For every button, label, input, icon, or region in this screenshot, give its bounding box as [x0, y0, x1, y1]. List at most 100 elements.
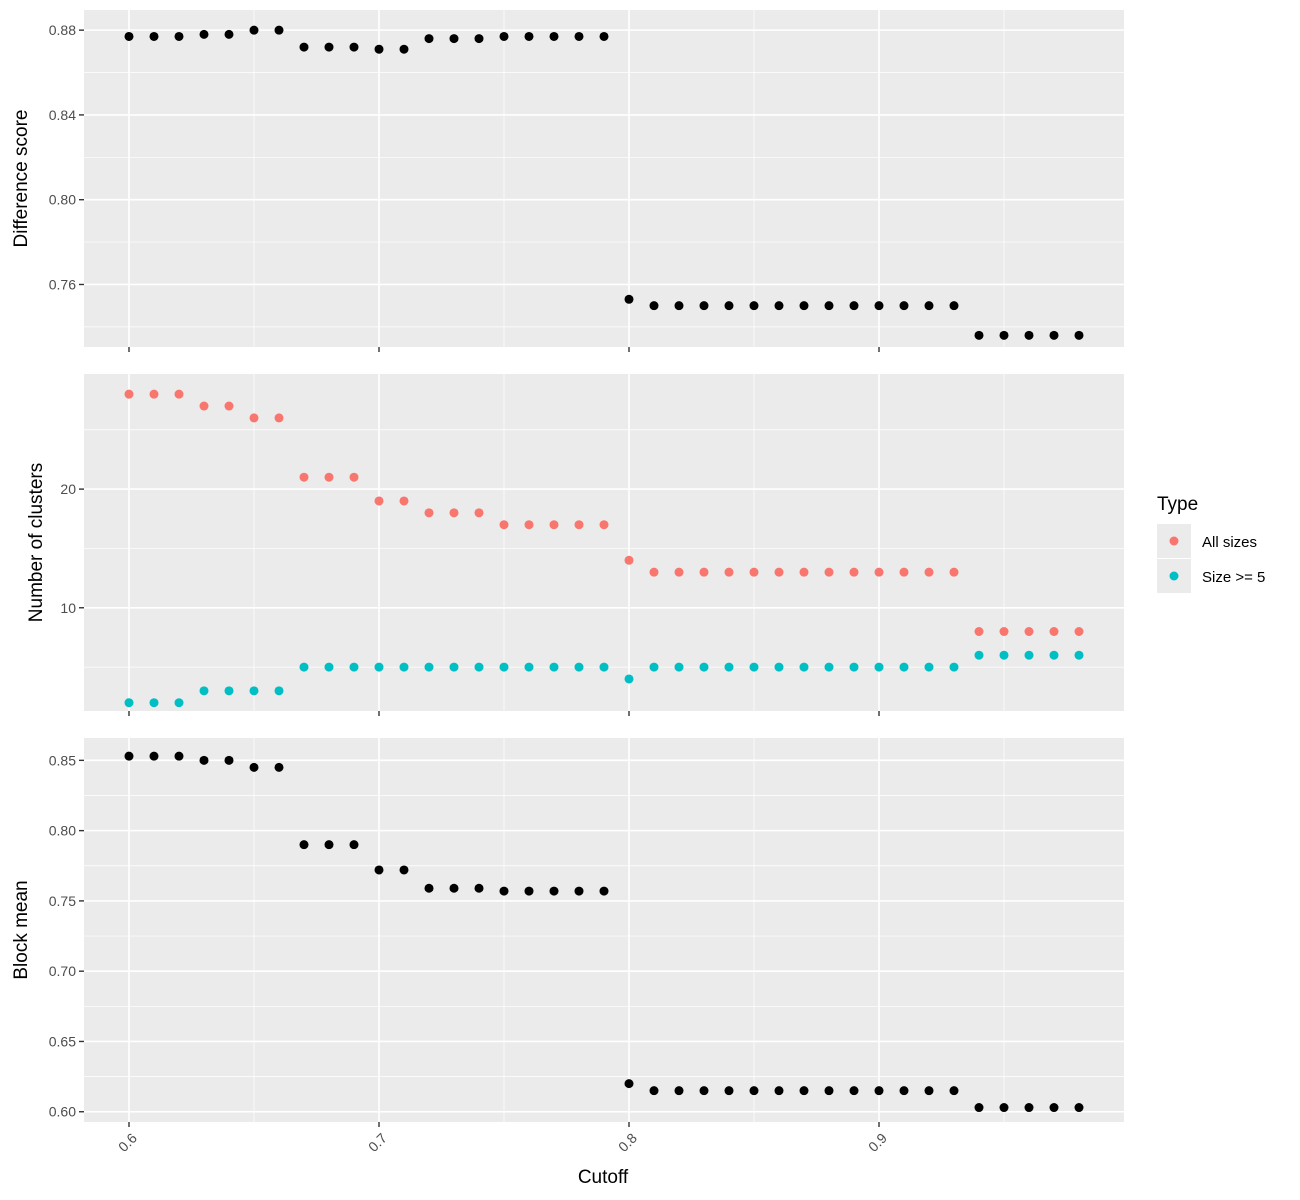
panel-2-point-all-sizes [649, 567, 659, 577]
panel-1-point-series-1 [749, 301, 759, 311]
panel-3-point-series-1 [374, 865, 384, 875]
panel-2-point-all-sizes [274, 413, 284, 423]
legend: Type All sizes Size >= 5 [1157, 494, 1265, 593]
panel-2-point-size-5 [524, 662, 534, 672]
panel-1-point-series-1 [249, 25, 259, 35]
panel-3-y-tick-label: 0.65 [49, 1033, 76, 1049]
panel-1-point-series-1 [124, 31, 134, 41]
panel-2-point-all-sizes [824, 567, 834, 577]
panel-2-point-size-5 [349, 662, 359, 672]
panel-3-point-series-1 [249, 762, 259, 772]
panel-2-point-size-5 [399, 662, 409, 672]
panel-2-point-all-sizes [674, 567, 684, 577]
panel-3-point-series-1 [699, 1086, 709, 1096]
panel-3-point-series-1 [624, 1079, 634, 1089]
panel-2-point-size-5 [199, 686, 209, 696]
legend-label-size-5: Size >= 5 [1202, 569, 1265, 586]
panel-1-y-tick-label: 0.84 [49, 107, 76, 123]
panel-1-point-series-1 [799, 301, 809, 311]
panel-1-point-series-1 [199, 29, 209, 39]
panel-2-point-size-5 [449, 662, 459, 672]
panel-2-point-all-sizes [549, 520, 559, 530]
panel-1-point-series-1 [699, 301, 709, 311]
panel-1-point-series-1 [499, 31, 509, 41]
panel-3-point-series-1 [649, 1086, 659, 1096]
panel-2-point-all-sizes [1074, 626, 1084, 636]
panel-2-y-tick-label: 20 [60, 481, 76, 497]
panel-3-point-series-1 [774, 1086, 784, 1096]
panel-3-point-series-1 [999, 1103, 1009, 1113]
panel-1-point-series-1 [624, 294, 634, 304]
x-axis-title: Cutoff [578, 1167, 629, 1188]
panel-3-y-tick-label: 0.60 [49, 1104, 76, 1120]
panel-2-point-all-sizes [1024, 626, 1034, 636]
panel-2-point-all-sizes [599, 520, 609, 530]
panel-2-point-size-5 [974, 650, 984, 660]
panel-2-point-all-sizes [574, 520, 584, 530]
panel-2-point-all-sizes [974, 626, 984, 636]
panel-3-point-series-1 [599, 886, 609, 896]
panel-3-x-tick-label: 0.8 [615, 1130, 640, 1155]
panel-3-x-tick-label: 0.9 [865, 1130, 890, 1155]
panel-1-point-series-1 [899, 301, 909, 311]
panel-1-point-series-1 [824, 301, 834, 311]
panel-3-point-series-1 [949, 1086, 959, 1096]
panel-1-background [84, 10, 1124, 347]
panel-2-point-size-5 [474, 662, 484, 672]
panel-2-point-all-sizes [749, 567, 759, 577]
panel-2-point-size-5 [874, 662, 884, 672]
panel-2-point-size-5 [1049, 650, 1059, 660]
panel-2-point-size-5 [574, 662, 584, 672]
panel-2-point-all-sizes [799, 567, 809, 577]
panel-3-point-series-1 [399, 865, 409, 875]
panel-2-point-size-5 [799, 662, 809, 672]
panel-2-y-axis-title: Number of clusters [26, 463, 47, 622]
panel-2-point-size-5 [149, 698, 159, 708]
panel-3-point-series-1 [174, 751, 184, 761]
panel-2-point-all-sizes [349, 472, 359, 482]
panel-1-point-series-1 [599, 31, 609, 41]
panel-2-point-size-5 [324, 662, 334, 672]
panel-3-background [84, 738, 1124, 1122]
panel-1-point-series-1 [574, 31, 584, 41]
legend-key-size-5 [1169, 571, 1179, 581]
panel-2-point-size-5 [849, 662, 859, 672]
panel-2-point-size-5 [749, 662, 759, 672]
panel-3-point-series-1 [224, 755, 234, 765]
panel-2-point-all-sizes [849, 567, 859, 577]
panel-3-y-tick-label: 0.85 [49, 752, 76, 768]
panel-3-point-series-1 [1074, 1103, 1084, 1113]
panel-2-point-size-5 [624, 674, 634, 684]
panel-2-point-all-sizes [124, 389, 134, 399]
panel-2-point-all-sizes [449, 508, 459, 518]
panel-3-point-series-1 [149, 751, 159, 761]
panel-1-point-series-1 [274, 25, 284, 35]
panel-1-point-series-1 [999, 330, 1009, 340]
panel-1-point-series-1 [924, 301, 934, 311]
panel-1-point-series-1 [374, 44, 384, 54]
panel-3-point-series-1 [874, 1086, 884, 1096]
panel-1-point-series-1 [774, 301, 784, 311]
panel-3-point-series-1 [124, 751, 134, 761]
panel-2-point-all-sizes [374, 496, 384, 506]
panel-1-point-series-1 [324, 42, 334, 52]
panel-1-point-series-1 [174, 31, 184, 41]
panel-2-point-size-5 [774, 662, 784, 672]
panel-3-point-series-1 [349, 840, 359, 850]
panel-2-point-size-5 [599, 662, 609, 672]
panel-2-point-size-5 [949, 662, 959, 672]
panel-1-y-tick-label: 0.76 [49, 276, 76, 292]
legend-label-all-sizes: All sizes [1202, 534, 1257, 551]
panel-2-point-size-5 [249, 686, 259, 696]
panel-3-point-series-1 [299, 840, 309, 850]
panel-1-point-series-1 [549, 31, 559, 41]
panel-2-point-size-5 [424, 662, 434, 672]
panel-3-point-series-1 [974, 1103, 984, 1113]
panel-2-point-all-sizes [899, 567, 909, 577]
panel-2-point-all-sizes [399, 496, 409, 506]
panel-3-point-series-1 [199, 755, 209, 765]
panel-2-point-size-5 [924, 662, 934, 672]
panel-1-point-series-1 [874, 301, 884, 311]
panel-2-point-size-5 [1074, 650, 1084, 660]
panel-3-point-series-1 [924, 1086, 934, 1096]
